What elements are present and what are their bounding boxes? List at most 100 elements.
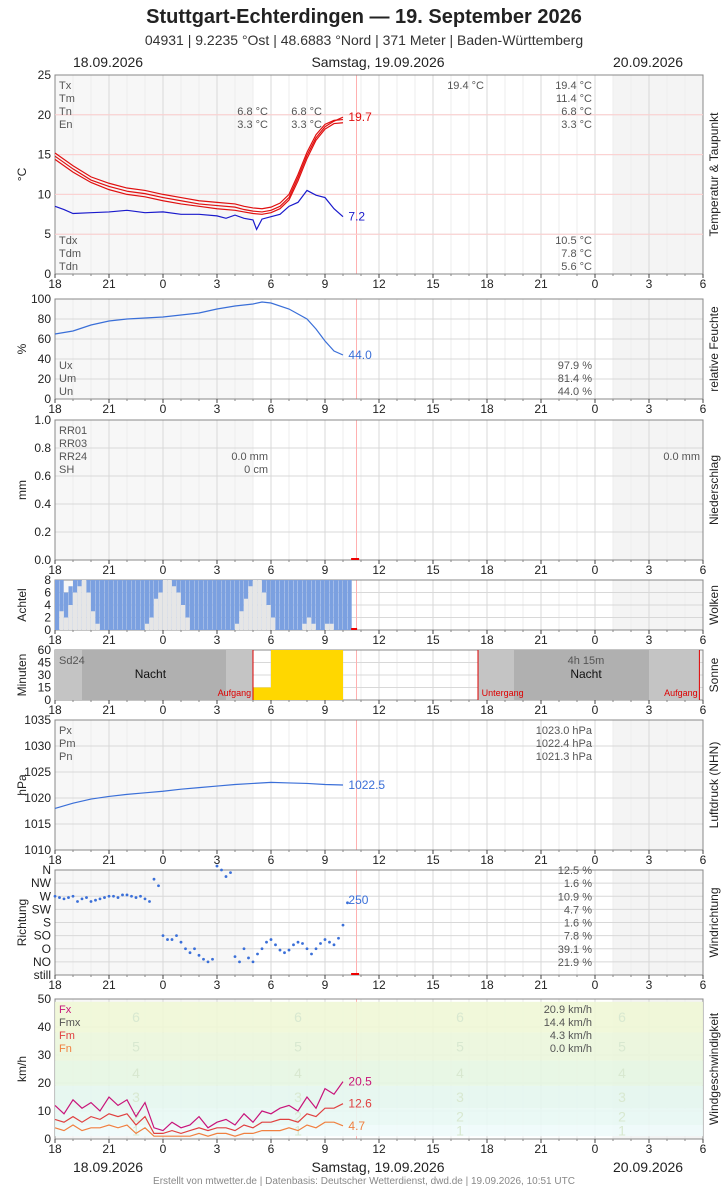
stat-label: Ux: [59, 360, 73, 372]
y-tick-label: 20: [38, 1076, 52, 1090]
direction-point: [215, 864, 219, 868]
series-tn: [54, 122, 344, 215]
night-shade: [55, 75, 253, 274]
direction-point: [314, 947, 318, 951]
direction-point: [197, 953, 201, 957]
y-tick-label: 80: [38, 312, 52, 326]
clear-bar: [244, 598, 249, 630]
clear-bar: [163, 580, 168, 630]
cloud-bar: [320, 580, 325, 630]
clear-bar: [167, 580, 172, 630]
x-tick-label: 6: [268, 633, 275, 647]
cloud-bar: [343, 580, 348, 630]
x-tick-label: 6: [700, 633, 707, 647]
direction-point: [260, 947, 264, 951]
sunset-label: Untergang: [482, 688, 524, 698]
cloud-bar: [190, 580, 195, 630]
cloud-bar: [199, 580, 204, 630]
direction-point: [251, 960, 255, 964]
clear-bar: [64, 617, 69, 630]
cloud-bar: [122, 580, 127, 630]
direction-point: [296, 940, 300, 944]
y-tick-label: 50: [38, 992, 52, 1006]
beaufort-label: 4: [294, 1065, 302, 1081]
cloud-bar: [100, 580, 105, 630]
cloud-bar: [311, 580, 316, 630]
date-left: 18.09.2026: [73, 54, 144, 70]
beaufort-label: 4: [618, 1065, 626, 1081]
x-tick-label: 6: [700, 853, 707, 867]
x-tick-label: 9: [322, 978, 329, 992]
missing-marker: [351, 558, 360, 560]
stat-label: RR24: [59, 451, 87, 463]
clear-bar: [95, 623, 100, 630]
direction-point: [224, 875, 228, 878]
cloud-bar: [55, 580, 60, 630]
x-tick-label: 6: [700, 402, 707, 416]
series-pressure: [54, 781, 344, 809]
direction-point: [85, 896, 88, 899]
y-axis-label: mm: [15, 480, 29, 500]
beaufort-label: 4: [456, 1065, 464, 1081]
y-tick-label: 30: [38, 1048, 52, 1062]
stat-label: Pm: [59, 738, 76, 750]
night-shade: [613, 75, 703, 274]
stat-label: RR01: [59, 425, 87, 437]
clear-bar: [77, 586, 82, 630]
direction-stat: 1.6 %: [564, 918, 592, 930]
x-tick-label: 3: [646, 633, 653, 647]
stat-label: Pn: [59, 751, 72, 763]
clear-bar: [311, 623, 316, 630]
y-tick-label: 1010: [24, 843, 51, 857]
series-tx: [54, 118, 344, 210]
beaufort-label: 5: [618, 1039, 626, 1055]
end-value-label: 4.7: [348, 1119, 365, 1133]
cloud-bar: [109, 580, 114, 630]
x-tick-label: 21: [102, 703, 116, 717]
direction-point: [206, 960, 210, 964]
y-axis-label: %: [15, 343, 29, 354]
x-tick-label: 6: [700, 978, 707, 992]
x-tick-label: 21: [102, 277, 116, 291]
stat-value: 0 cm: [244, 464, 268, 476]
direction-point: [139, 894, 142, 898]
clear-bar: [158, 592, 163, 630]
stat-value: 6.8 °C: [291, 106, 322, 118]
y-tick-label: 1025: [24, 765, 51, 779]
x-tick-label: 6: [268, 978, 275, 992]
beaufort-label: 4: [132, 1065, 140, 1081]
stat-label: Tdx: [59, 235, 78, 247]
direction-point: [71, 894, 75, 898]
night-shade: [613, 299, 703, 399]
clear-bar: [176, 592, 181, 630]
x-tick-label: 6: [700, 277, 707, 291]
cloud-bar: [239, 580, 244, 630]
y-tick-label: 10: [38, 1104, 52, 1118]
x-tick-label: 3: [214, 563, 221, 577]
sun-bar: [271, 650, 343, 700]
y-tick-label: 100: [31, 292, 51, 306]
y-tick-label: 0.6: [34, 469, 51, 483]
series-tdm: [54, 189, 344, 231]
date-left-bottom: 18.09.2026: [73, 1159, 144, 1175]
x-tick-label: 9: [322, 563, 329, 577]
x-tick-label: 21: [534, 277, 548, 291]
cloud-bar: [284, 580, 289, 630]
direction-point: [301, 942, 304, 945]
y-tick-label: 1015: [24, 817, 51, 831]
stat-value-right: 0.0 mm: [663, 451, 700, 463]
x-tick-label: 0: [592, 277, 599, 291]
stat-value: 14.4 km/h: [544, 1017, 592, 1029]
y-tick-label: 8: [44, 573, 51, 587]
x-tick-label: 18: [48, 978, 62, 992]
date-center: Samstag, 19.09.2026: [311, 54, 445, 70]
direction-point: [337, 936, 340, 940]
x-tick-label: 21: [534, 563, 548, 577]
x-tick-label: 15: [426, 853, 440, 867]
x-tick-label: 0: [160, 978, 167, 992]
cloud-bar: [95, 580, 100, 630]
beaufort-label: 3: [294, 1089, 302, 1105]
x-tick-label: 18: [48, 563, 62, 577]
stat-value: 7.8 °C: [561, 248, 592, 260]
night-label: Nacht: [570, 667, 602, 681]
